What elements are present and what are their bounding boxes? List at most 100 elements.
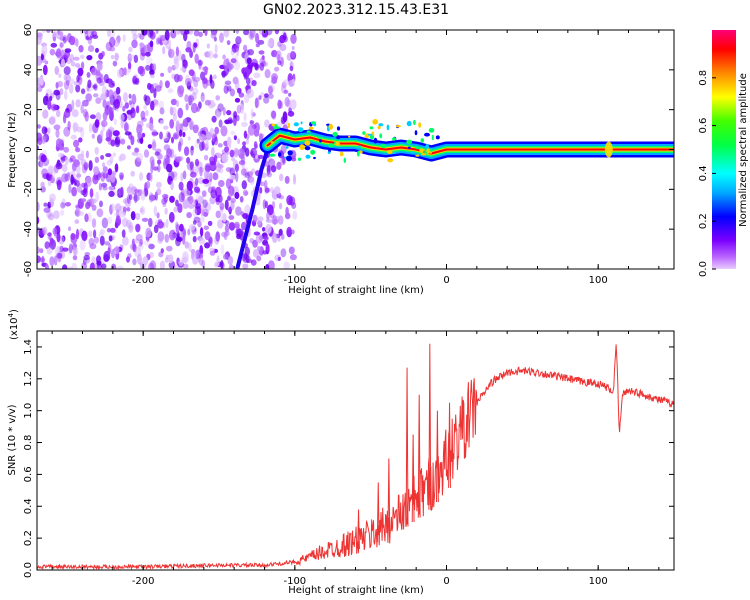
noise-speckle (42, 30, 46, 34)
noise-speckle (241, 180, 247, 190)
track-speckle (287, 150, 293, 156)
noise-speckle (134, 157, 142, 167)
noise-speckle (37, 255, 41, 264)
noise-speckle (68, 83, 74, 94)
noise-speckle (151, 129, 158, 137)
snr-spike (448, 402, 451, 488)
noise-speckle (74, 210, 80, 216)
noise-speckle (240, 103, 244, 114)
noise-speckle (249, 119, 253, 126)
noise-speckle (157, 164, 161, 173)
noise-speckle (181, 126, 189, 131)
y-tick-label: -20 (23, 181, 34, 197)
noise-speckle (199, 166, 203, 177)
noise-speckle (73, 139, 80, 148)
noise-speckle (195, 177, 199, 186)
noise-speckle (109, 36, 116, 48)
noise-speckle (101, 182, 108, 188)
noise-speckle (260, 181, 265, 187)
noise-speckle (199, 227, 204, 237)
noise-speckle (245, 254, 250, 264)
noise-speckle (131, 93, 137, 105)
noise-speckle (122, 236, 129, 246)
track-speckle (435, 135, 440, 140)
noise-speckle (253, 231, 261, 236)
noise-speckle (262, 227, 266, 232)
track-speckle (377, 125, 381, 130)
track-speckle (297, 157, 302, 161)
noise-speckle (194, 53, 199, 64)
noise-speckle (165, 218, 169, 229)
noise-speckle (87, 79, 92, 89)
noise-speckle (131, 151, 138, 156)
noise-speckle (266, 212, 270, 220)
noise-speckle (214, 235, 220, 245)
noise-speckle (172, 171, 178, 181)
noise-speckle (171, 107, 177, 116)
noise-speckle (270, 165, 277, 173)
noise-speckle (193, 42, 198, 48)
noise-speckle (93, 229, 97, 239)
noise-speckle (108, 235, 113, 242)
noise-speckle (212, 74, 217, 80)
track-speckle (285, 146, 289, 149)
noise-speckle (126, 256, 130, 263)
noise-speckle (112, 60, 118, 67)
noise-speckle (87, 45, 95, 52)
noise-speckle (52, 36, 57, 42)
noise-speckle (259, 187, 263, 194)
noise-speckle (265, 243, 270, 253)
track-speckle (420, 138, 425, 143)
noise-speckle (257, 246, 261, 251)
track-speckle (367, 133, 373, 136)
noise-speckle (264, 93, 269, 98)
noise-speckle (113, 98, 120, 109)
noise-speckle (74, 219, 80, 224)
noise-speckle (121, 217, 129, 228)
noise-speckle (162, 136, 170, 142)
noise-speckle (102, 162, 106, 169)
noise-speckle (105, 129, 112, 140)
spectrogram-y-ticks: -60 -40 -20 0 20 40 60 (23, 24, 674, 277)
noise-speckle (263, 236, 269, 241)
noise-speckle (136, 124, 143, 135)
noise-speckle (160, 248, 164, 254)
noise-speckle (210, 79, 215, 89)
noise-speckle (157, 159, 162, 165)
track-speckle (306, 130, 311, 133)
noise-speckle (152, 82, 159, 89)
track-speckle (308, 126, 314, 130)
noise-speckle (223, 85, 229, 94)
noise-speckle (193, 216, 201, 223)
track-speckle (430, 148, 433, 153)
track-speckle (348, 135, 351, 138)
noise-speckle (210, 31, 217, 39)
y-tick-label: 0.4 (23, 498, 34, 514)
noise-speckle (124, 102, 129, 109)
noise-speckle (238, 160, 246, 166)
noise-speckle (130, 107, 136, 119)
colorbar-tick-label: 0.6 (698, 118, 709, 134)
noise-speckle (126, 207, 131, 212)
noise-speckle (105, 153, 112, 158)
noise-speckle (127, 221, 134, 230)
noise-speckle (109, 155, 114, 164)
noise-speckle (155, 30, 159, 35)
noise-speckle (55, 48, 62, 58)
noise-speckle (177, 141, 182, 152)
noise-speckle (178, 129, 183, 137)
colorbar-tick-label: 0.2 (698, 213, 709, 229)
noise-speckle (228, 119, 234, 124)
noise-speckle (63, 74, 67, 81)
noise-speckle (202, 66, 209, 71)
noise-speckle (149, 194, 156, 201)
track-speckle (406, 139, 413, 145)
noise-speckle (177, 74, 183, 82)
track-speckle (304, 146, 311, 151)
noise-speckle (205, 131, 212, 141)
noise-speckle (209, 172, 213, 183)
noise-speckle (179, 66, 186, 72)
noise-speckle (215, 210, 221, 219)
noise-speckle (240, 168, 247, 176)
noise-speckle (68, 243, 73, 254)
